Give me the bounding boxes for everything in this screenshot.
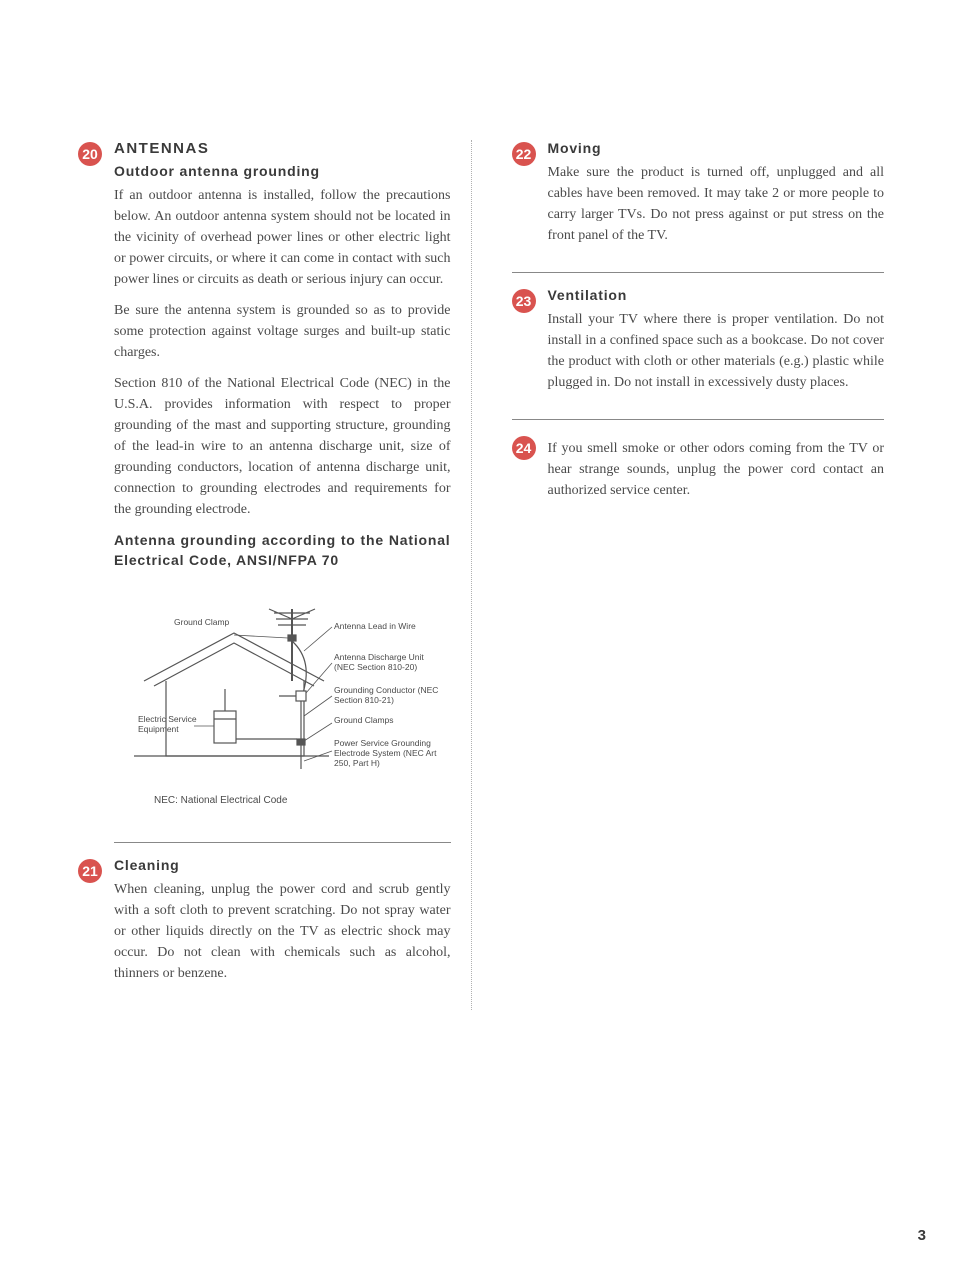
diagram-caption: NEC: National Electrical Code bbox=[154, 795, 451, 806]
divider-after-20 bbox=[114, 842, 451, 843]
diagram-label-electric-service: Electric Service Equipment bbox=[138, 715, 198, 735]
page-columns: 20 ANTENNAS Outdoor antenna grounding If… bbox=[78, 140, 884, 1010]
section-21-body: Cleaning When cleaning, unplug the power… bbox=[114, 857, 451, 994]
section-20-heading: ANTENNAS bbox=[114, 140, 451, 157]
divider-after-23 bbox=[512, 419, 885, 420]
section-24-body: If you smell smoke or other odors coming… bbox=[548, 434, 885, 511]
section-22-body: Moving Make sure the product is turned o… bbox=[548, 140, 885, 256]
section-20-subheading1: Outdoor antenna grounding bbox=[114, 163, 451, 179]
divider-after-22 bbox=[512, 272, 885, 273]
section-21: 21 Cleaning When cleaning, unplug the po… bbox=[78, 857, 451, 994]
diagram-label-antenna-lead: Antenna Lead in Wire bbox=[334, 621, 416, 631]
section-21-p1: When cleaning, unplug the power cord and… bbox=[114, 879, 451, 984]
section-20-subheading2: Antenna grounding according to the Natio… bbox=[114, 530, 451, 571]
section-21-heading: Cleaning bbox=[114, 857, 451, 873]
badge-21: 21 bbox=[78, 859, 102, 883]
diagram-label-grounding-conductor: Grounding Conductor (NEC Section 810-21) bbox=[334, 686, 444, 706]
section-23-p1: Install your TV where there is proper ve… bbox=[548, 309, 885, 393]
section-23: 23 Ventilation Install your TV where the… bbox=[512, 287, 885, 403]
left-column: 20 ANTENNAS Outdoor antenna grounding If… bbox=[78, 140, 472, 1010]
section-20-body: ANTENNAS Outdoor antenna grounding If an… bbox=[114, 140, 451, 826]
antenna-diagram-svg: Ground Clamp Antenna Lead in Wire Antenn… bbox=[114, 591, 444, 791]
badge-22: 22 bbox=[512, 142, 536, 166]
section-22: 22 Moving Make sure the product is turne… bbox=[512, 140, 885, 256]
antenna-diagram: Ground Clamp Antenna Lead in Wire Antenn… bbox=[114, 591, 451, 806]
section-22-p1: Make sure the product is turned off, unp… bbox=[548, 162, 885, 246]
section-20: 20 ANTENNAS Outdoor antenna grounding If… bbox=[78, 140, 451, 826]
badge-23: 23 bbox=[512, 289, 536, 313]
section-22-heading: Moving bbox=[548, 140, 885, 156]
badge-20: 20 bbox=[78, 142, 102, 166]
section-20-p3: Section 810 of the National Electrical C… bbox=[114, 373, 451, 520]
page-number: 3 bbox=[918, 1227, 926, 1244]
section-23-body: Ventilation Install your TV where there … bbox=[548, 287, 885, 403]
badge-24: 24 bbox=[512, 436, 536, 460]
section-24: 24 If you smell smoke or other odors com… bbox=[512, 434, 885, 511]
diagram-label-power-service: Power Service Grounding Electrode System… bbox=[334, 739, 444, 768]
diagram-label-ground-clamps: Ground Clamps bbox=[334, 715, 394, 725]
section-20-p1: If an outdoor antenna is installed, foll… bbox=[114, 185, 451, 290]
section-20-p2: Be sure the antenna system is grounded s… bbox=[114, 300, 451, 363]
section-23-heading: Ventilation bbox=[548, 287, 885, 303]
diagram-label-ground-clamp-top: Ground Clamp bbox=[174, 617, 230, 627]
section-24-p1: If you smell smoke or other odors coming… bbox=[548, 438, 885, 501]
right-column: 22 Moving Make sure the product is turne… bbox=[512, 140, 885, 1010]
diagram-label-discharge-unit: Antenna Discharge Unit (NEC Section 810-… bbox=[334, 653, 444, 673]
